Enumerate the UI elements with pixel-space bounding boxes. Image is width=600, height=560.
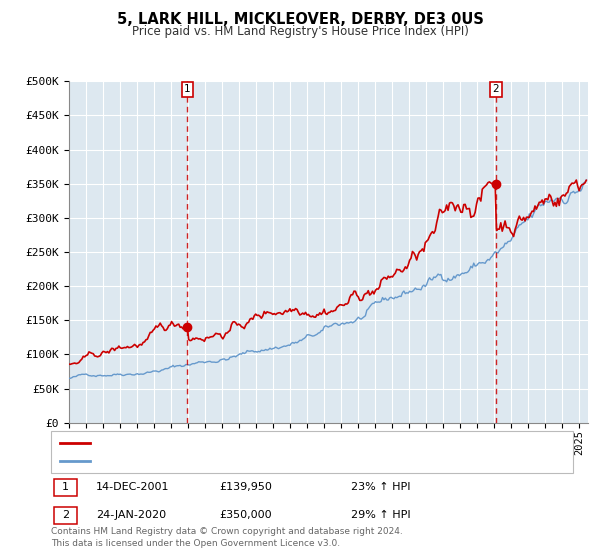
Text: 14-DEC-2001: 14-DEC-2001 — [96, 482, 170, 492]
Text: 1: 1 — [184, 85, 191, 95]
Text: 2: 2 — [62, 510, 69, 520]
Text: 24-JAN-2020: 24-JAN-2020 — [96, 510, 166, 520]
Text: 1: 1 — [62, 482, 69, 492]
Text: 2: 2 — [492, 85, 499, 95]
Text: 5, LARK HILL, MICKLEOVER, DERBY, DE3 0US: 5, LARK HILL, MICKLEOVER, DERBY, DE3 0US — [116, 12, 484, 27]
Text: Contains HM Land Registry data © Crown copyright and database right 2024.
This d: Contains HM Land Registry data © Crown c… — [51, 527, 403, 548]
Text: 29% ↑ HPI: 29% ↑ HPI — [351, 510, 410, 520]
Text: 5, LARK HILL, MICKLEOVER, DERBY, DE3 0US (detached house): 5, LARK HILL, MICKLEOVER, DERBY, DE3 0US… — [96, 438, 423, 448]
Text: £350,000: £350,000 — [219, 510, 272, 520]
Text: £139,950: £139,950 — [219, 482, 272, 492]
Text: Price paid vs. HM Land Registry's House Price Index (HPI): Price paid vs. HM Land Registry's House … — [131, 25, 469, 38]
Text: HPI: Average price, detached house, South Derbyshire: HPI: Average price, detached house, Sout… — [96, 456, 380, 466]
Text: 23% ↑ HPI: 23% ↑ HPI — [351, 482, 410, 492]
